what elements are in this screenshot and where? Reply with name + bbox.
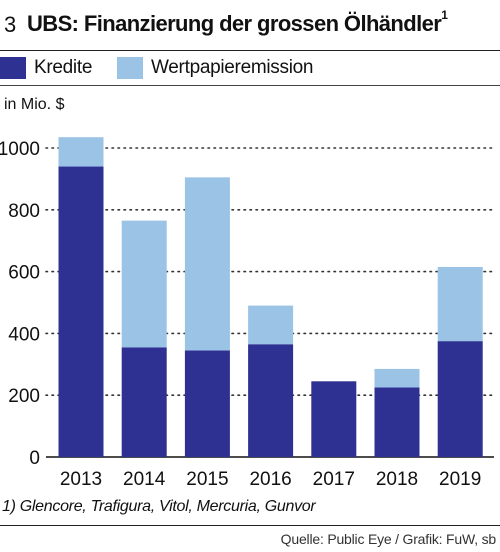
chart-number: 3 xyxy=(4,12,17,37)
y-tick-label: 0 xyxy=(29,448,40,469)
legend-swatch-kredite xyxy=(0,57,26,79)
x-tick-label: 2016 xyxy=(249,469,291,490)
legend-item-wertpapieremission: Wertpapieremission xyxy=(117,54,313,82)
legend-item-kredite: Kredite xyxy=(0,54,92,82)
x-tick-label: 2015 xyxy=(186,469,228,490)
legend-divider xyxy=(0,85,500,86)
bar-wertpapieremission xyxy=(374,368,420,388)
chart-header: 3 UBS: Finanzierung der grossen Ölhändle… xyxy=(0,0,500,50)
footer-divider xyxy=(0,525,500,526)
legend-swatch-wertpapieremission xyxy=(117,57,143,79)
source-credit: Quelle: Public Eye / Grafik: FuW, sb xyxy=(280,531,497,547)
x-tick-label: 2017 xyxy=(313,469,355,490)
header-divider xyxy=(0,50,500,51)
chart-title: UBS: Finanzierung der grossen Ölhändler1 xyxy=(27,7,448,37)
chart-title-footnote-mark: 1 xyxy=(441,7,448,22)
bar-kredite xyxy=(437,341,483,457)
x-tick-label: 2014 xyxy=(123,469,166,490)
chart-title-text: UBS: Finanzierung der grossen Ölhändler xyxy=(27,11,442,36)
y-tick-label: 800 xyxy=(8,201,40,222)
y-tick-label: 400 xyxy=(8,324,40,345)
footnote: 1) Glencore, Trafigura, Vitol, Mercuria,… xyxy=(2,498,316,515)
bar-wertpapieremission xyxy=(437,266,483,342)
y-axis-unit-label: in Mio. $ xyxy=(4,96,65,113)
bar-wertpapieremission xyxy=(248,305,294,345)
x-tick-label: 2013 xyxy=(60,469,102,490)
x-tick-label: 2019 xyxy=(439,469,481,490)
bar-kredite xyxy=(374,387,420,457)
bar-kredite xyxy=(121,347,167,457)
legend-label-wertpapieremission: Wertpapieremission xyxy=(151,57,314,78)
bar-wertpapieremission xyxy=(58,137,104,167)
y-tick-label: 200 xyxy=(8,386,40,407)
bar-wertpapieremission xyxy=(184,177,230,351)
bar-kredite xyxy=(58,166,104,458)
x-tick-label: 2018 xyxy=(376,469,418,490)
bar-wertpapieremission xyxy=(121,220,167,348)
y-tick-label: 1000 xyxy=(0,139,40,160)
bar-kredite xyxy=(184,350,230,457)
y-tick-label: 600 xyxy=(8,263,40,284)
bar-kredite xyxy=(311,381,357,457)
legend: Kredite Wertpapieremission xyxy=(0,54,500,82)
legend-label-kredite: Kredite xyxy=(34,57,93,78)
bar-kredite xyxy=(248,344,294,457)
